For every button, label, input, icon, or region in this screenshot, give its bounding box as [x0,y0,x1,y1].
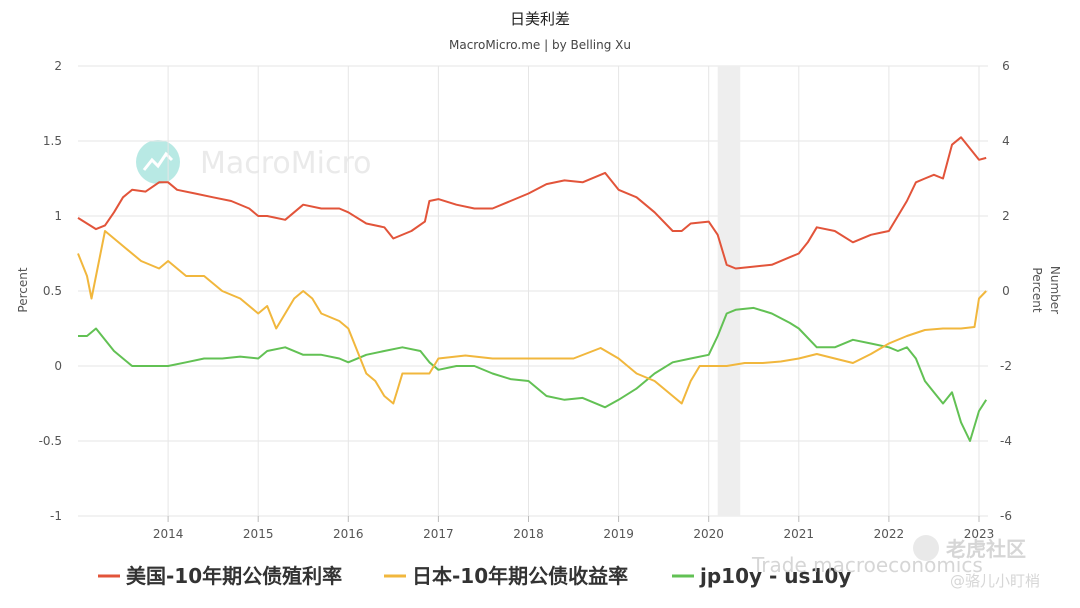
legend-label-jp10y: 日本-10年期公债收益率 [412,564,628,588]
y-tick-label-left: -1 [50,509,62,523]
series-layer [77,136,988,442]
y-tick-label-right: 4 [1002,134,1010,148]
y-tick-label-left: 1 [54,209,62,223]
y-tick-label-left: -0.5 [39,434,62,448]
recession-band [717,66,741,516]
x-tick-label: 2014 [153,527,184,541]
footer-author-text: @骆儿小盯梢 [950,572,1040,590]
legend-label-us10y: 美国-10年期公债殖利率 [126,564,342,588]
y-tick-label-right: 2 [1002,209,1010,223]
macromicro-watermark: MacroMicro [136,140,372,184]
y-tick-label-left: 1.5 [43,134,62,148]
tick-labels: 2 1.5 1 0.5 0 -0.5 -1 6 4 2 0 -2 -4 -6 2014 2015 2016 201… [39,59,1012,541]
series-line-jp10y [77,230,987,405]
y-tick-label-left: 2 [54,59,62,73]
y-tick-label-right: 6 [1002,59,1010,73]
legend-label-spread: jp10y - us10y [699,564,851,588]
footer-watermark: Trade macroeconomics 老虎社区 @骆儿小盯梢 [751,535,1040,590]
x-tick-label: 2016 [333,527,364,541]
y-axis-label-right-outer: Number [1048,266,1062,314]
chart-title: 日美利差 [510,10,570,28]
recession-band-layer [717,66,741,516]
y-tick-label-right: -6 [1000,509,1012,523]
x-tick-label: 2015 [243,527,274,541]
legend-item-jp10y[interactable]: 日本-10年期公债收益率 [384,564,628,588]
chart-subtitle: MacroMicro.me | by Belling Xu [449,38,631,52]
legend-item-spread[interactable]: jp10y - us10y [672,564,851,588]
x-tick-label: 2020 [693,527,724,541]
footer-watermark-text: Trade macroeconomics [751,553,983,577]
x-tick-label: 2021 [784,527,815,541]
x-tick-label: 2023 [964,527,995,541]
y-axis-label-left: Percent [16,267,30,312]
y-tick-label-left: 0.5 [43,284,62,298]
legend: 美国-10年期公债殖利率 日本-10年期公债收益率 jp10y - us10y [98,564,851,588]
y-tick-label-right: -4 [1000,434,1012,448]
macromicro-watermark-text: MacroMicro [200,146,372,181]
y-axis-label-right-inner: Percent [1030,267,1044,312]
x-tick-label: 2022 [874,527,905,541]
footer-logo-text: 老虎社区 [946,537,1026,561]
x-tick-label: 2019 [603,527,634,541]
x-tick-label: 2018 [513,527,544,541]
legend-item-us10y[interactable]: 美国-10年期公债殖利率 [98,564,342,588]
grid [78,65,988,522]
y-tick-label-left: 0 [54,359,62,373]
series-line-spread [78,306,988,442]
y-tick-label-right: -2 [1000,359,1012,373]
macromicro-logo-icon [136,140,180,184]
series-line-us10y [77,136,987,270]
tiger-logo-icon [913,535,939,561]
x-tick-label: 2017 [423,527,454,541]
y-tick-label-right: 0 [1002,284,1010,298]
